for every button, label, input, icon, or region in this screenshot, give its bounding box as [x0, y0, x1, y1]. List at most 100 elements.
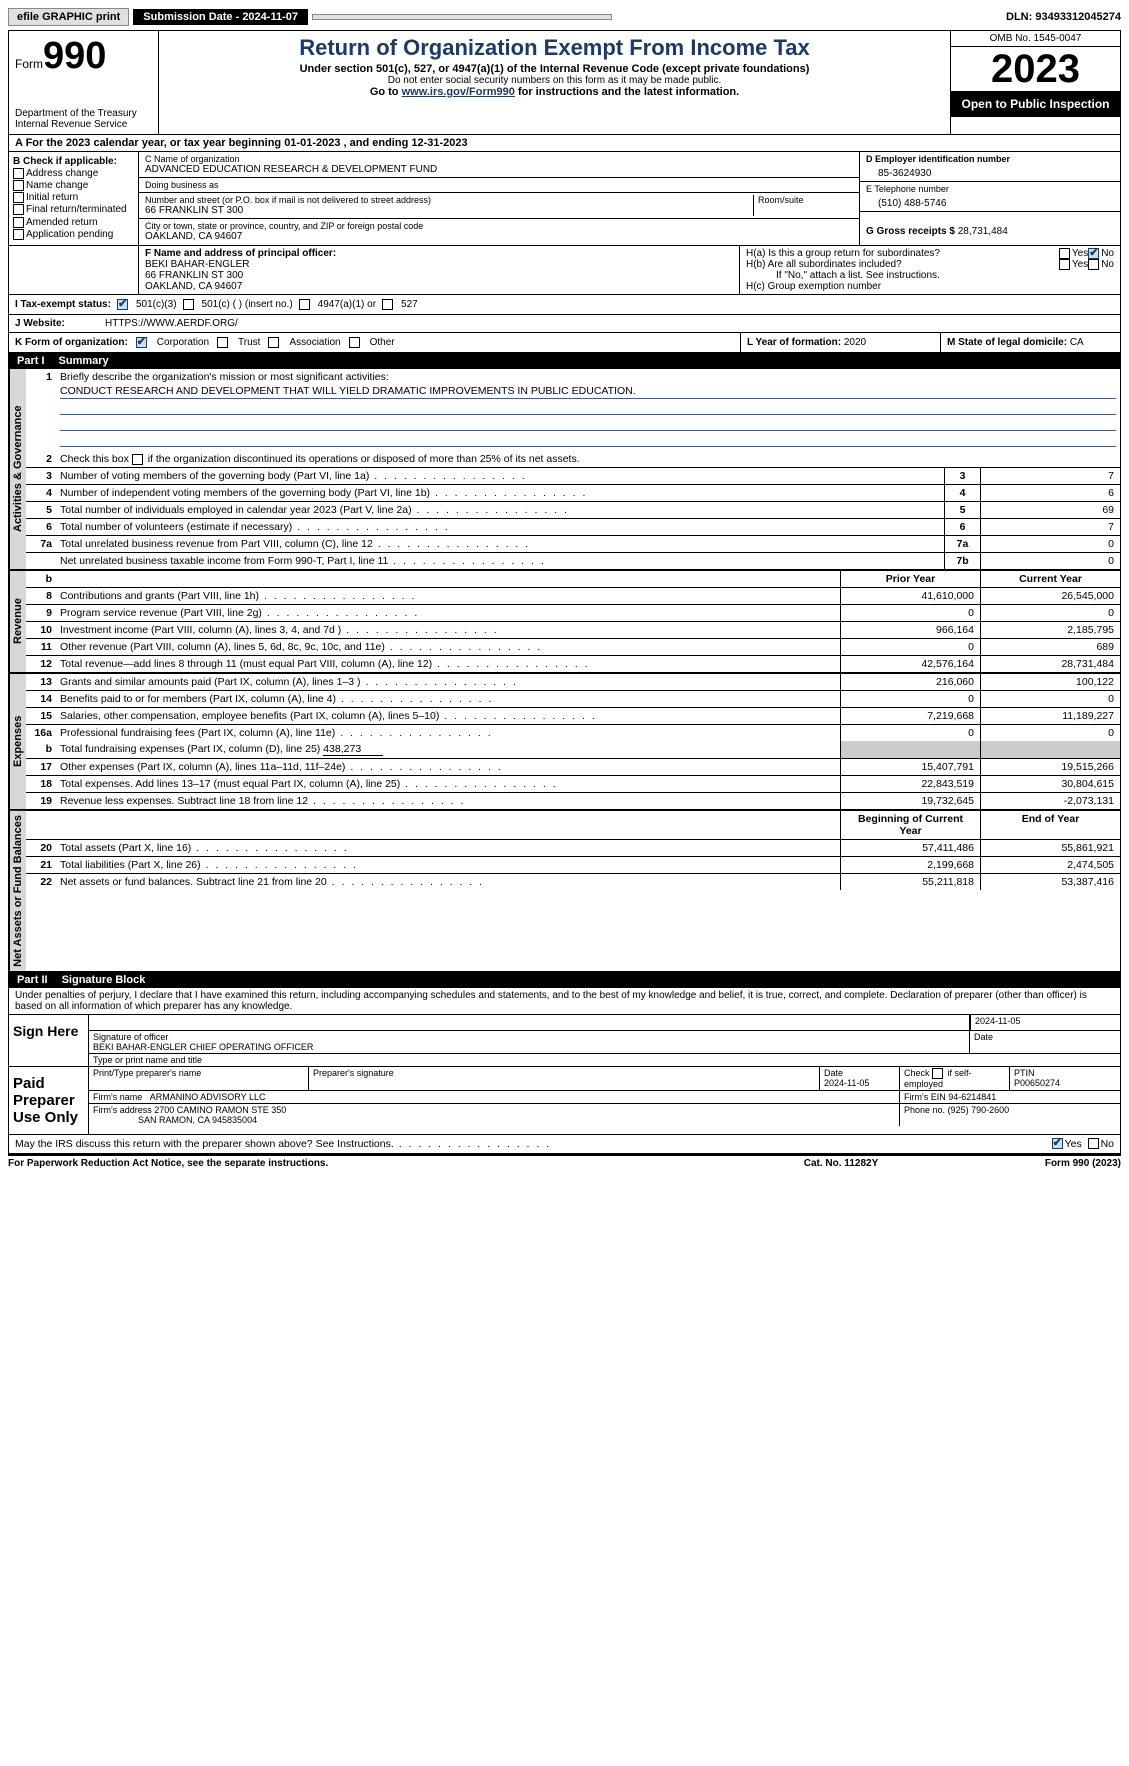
firm-addr2: SAN RAMON, CA 945835004 [138, 1115, 257, 1125]
org-name-label: C Name of organization [145, 154, 853, 164]
chk-selfemp[interactable] [932, 1068, 943, 1079]
page-footer: For Paperwork Reduction Act Notice, see … [8, 1156, 1121, 1169]
officer-addr2: OAKLAND, CA 94607 [145, 281, 733, 292]
chk-name[interactable]: Name change [13, 180, 134, 191]
discuss-no: No [1101, 1138, 1114, 1150]
goto-prefix: Go to [370, 86, 402, 98]
opt-trust: Trust [238, 337, 260, 348]
ha-yes[interactable]: Yes [1072, 248, 1088, 259]
chk-initial[interactable]: Initial return [13, 192, 134, 203]
chk-discontinued[interactable] [132, 454, 143, 465]
chk-501c3[interactable] [117, 299, 128, 310]
paid-preparer-label: Paid Preparer Use Only [9, 1067, 89, 1134]
dept-label: Department of the Treasury Internal Reve… [15, 108, 152, 130]
row-a: A For the 2023 calendar year, or tax yea… [9, 135, 1120, 152]
domicile-label: M State of legal domicile: [947, 337, 1067, 348]
chk-trust[interactable] [217, 337, 228, 348]
chk-corp[interactable] [136, 337, 147, 348]
gross-value: 28,731,484 [958, 226, 1008, 237]
org-name: ADVANCED EDUCATION RESEARCH & DEVELOPMEN… [145, 164, 853, 175]
tax-status-label: I Tax-exempt status: [15, 299, 111, 310]
discuss-yes-chk[interactable] [1052, 1138, 1063, 1149]
chk-other[interactable] [349, 337, 360, 348]
part2-no: Part II [17, 974, 48, 986]
row-i: I Tax-exempt status: 501(c)(3) 501(c) ( … [9, 295, 1120, 315]
entity-grid: B Check if applicable: Address change Na… [9, 152, 1120, 246]
submission-badge: Submission Date - 2024-11-07 [133, 9, 308, 25]
discuss-no-chk[interactable] [1088, 1138, 1099, 1149]
gov-line: 6 Total number of volunteers (estimate i… [26, 519, 1120, 536]
end-year-hdr: End of Year [980, 811, 1120, 839]
hb-yes[interactable]: Yes [1072, 259, 1088, 270]
hb-note: If "No," attach a list. See instructions… [746, 270, 1114, 281]
chk-assoc[interactable] [268, 337, 279, 348]
data-line: 19 Revenue less expenses. Subtract line … [26, 793, 1120, 809]
prep-phone-label: Phone no. [904, 1105, 945, 1115]
form-word: Form [15, 57, 43, 71]
row-fh: F Name and address of principal officer:… [9, 246, 1120, 295]
form-footer: Form 990 (2023) [941, 1158, 1121, 1169]
chk-address[interactable]: Address change [13, 168, 134, 179]
begin-year-hdr: Beginning of Current Year [840, 811, 980, 839]
goto-link[interactable]: www.irs.gov/Form990 [402, 86, 515, 98]
officer-addr1: 66 FRANKLIN ST 300 [145, 270, 733, 281]
gov-line: Net unrelated business taxable income fr… [26, 553, 1120, 569]
line2-text: Check this box if the organization disco… [56, 451, 1120, 467]
opt-501c3: 501(c)(3) [136, 299, 177, 310]
form-subtitle: Under section 501(c), 527, or 4947(a)(1)… [167, 63, 942, 75]
year-formation: 2020 [844, 337, 866, 348]
gov-line: 4 Number of independent voting members o… [26, 485, 1120, 502]
gov-line: 3 Number of voting members of the govern… [26, 468, 1120, 485]
prep-sig-label: Preparer's signature [309, 1067, 820, 1090]
chk-final[interactable]: Final return/terminated [13, 204, 134, 215]
hb-label: H(b) Are all subordinates included? [746, 259, 1059, 270]
omb-label: OMB No. 1545-0047 [951, 31, 1120, 47]
firm-name-label: Firm's name [93, 1092, 142, 1102]
data-line: 13 Grants and similar amounts paid (Part… [26, 674, 1120, 691]
form-number: 990 [43, 35, 106, 77]
col-d: D Employer identification number 85-3624… [860, 152, 1120, 245]
phone-label: E Telephone number [866, 184, 1114, 194]
mission-text: CONDUCT RESEARCH AND DEVELOPMENT THAT WI… [60, 385, 1116, 399]
tax-year: 2023 [951, 47, 1120, 91]
sec-governance: Activities & Governance 1 Briefly descri… [9, 369, 1120, 571]
opt-527: 527 [401, 299, 418, 310]
chk-amended[interactable]: Amended return [13, 217, 134, 228]
top-toolbar: efile GRAPHIC print Submission Date - 20… [8, 8, 1121, 26]
dba-label: Doing business as [145, 180, 853, 190]
prep-date-label: Date [824, 1068, 843, 1078]
data-line: 21 Total liabilities (Part X, line 26) 2… [26, 857, 1120, 874]
hb-no[interactable]: No [1101, 259, 1114, 270]
spacer-button [312, 14, 612, 20]
prep-phone: (925) 790-2600 [948, 1105, 1010, 1115]
chk-501c[interactable] [183, 299, 194, 310]
firm-name: ARMANINO ADVISORY LLC [150, 1092, 266, 1102]
firm-ein: 94-6214841 [948, 1092, 996, 1102]
prior-year-hdr: Prior Year [840, 571, 980, 587]
sign-date: 2024-11-05 [970, 1015, 1120, 1030]
sig-officer-name: BEKI BAHAR-ENGLER CHIEF OPERATING OFFICE… [93, 1042, 965, 1052]
chk-4947[interactable] [299, 299, 310, 310]
discuss-row: May the IRS discuss this return with the… [9, 1135, 1120, 1155]
dln-label: DLN: 93493312045274 [1006, 11, 1121, 23]
data-line: 8 Contributions and grants (Part VIII, l… [26, 588, 1120, 605]
opt-corp: Corporation [157, 337, 209, 348]
chk-527[interactable] [382, 299, 393, 310]
ha-no[interactable]: No [1101, 248, 1114, 259]
sec-expenses: Expenses 13 Grants and similar amounts p… [9, 674, 1120, 811]
year-formation-label: L Year of formation: [747, 337, 841, 348]
side-expenses: Expenses [9, 674, 26, 809]
paid-preparer-section: Paid Preparer Use Only Print/Type prepar… [9, 1067, 1120, 1135]
goto-suffix: for instructions and the latest informat… [515, 86, 739, 98]
officer-name: BEKI BAHAR-ENGLER [145, 259, 733, 270]
gov-line: 5 Total number of individuals employed i… [26, 502, 1120, 519]
part1-no: Part I [17, 355, 45, 367]
penalty-text: Under penalties of perjury, I declare th… [9, 988, 1120, 1015]
street-label: Number and street (or P.O. box if mail i… [145, 195, 753, 205]
data-line: 12 Total revenue—add lines 8 through 11 … [26, 656, 1120, 672]
chk-pending[interactable]: Application pending [13, 229, 134, 240]
side-revenue: Revenue [9, 571, 26, 672]
efile-button[interactable]: efile GRAPHIC print [8, 8, 129, 26]
hc-label: H(c) Group exemption number [746, 281, 1114, 292]
data-line: 14 Benefits paid to or for members (Part… [26, 691, 1120, 708]
